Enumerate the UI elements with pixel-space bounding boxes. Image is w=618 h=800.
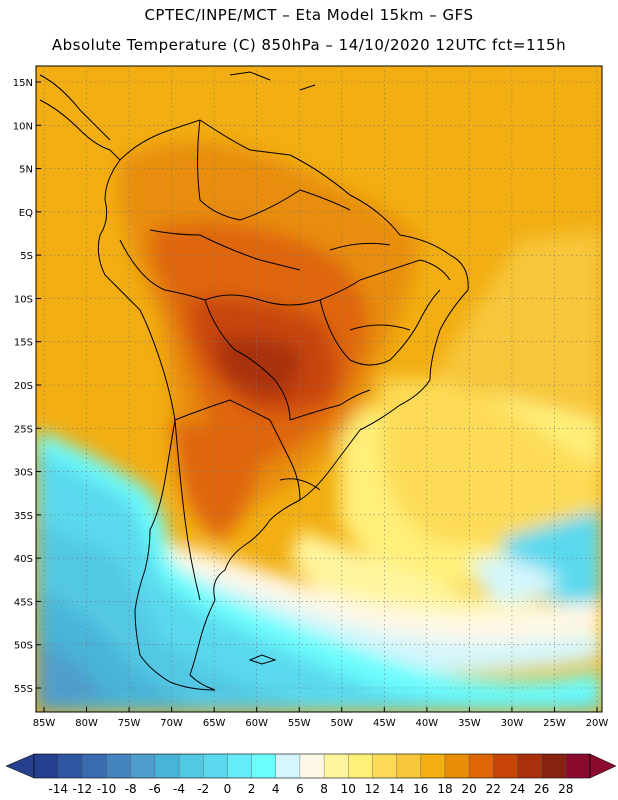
lon-label: 80W bbox=[75, 718, 98, 729]
colorbar-tick-label: 18 bbox=[437, 782, 452, 796]
colorbar-tick-label: 6 bbox=[296, 782, 304, 796]
colorbar-swatch bbox=[324, 754, 349, 778]
colorbar-swatch bbox=[34, 754, 59, 778]
lat-label: 5N bbox=[19, 165, 33, 176]
colorbar-swatch bbox=[420, 754, 446, 778]
lat-label: EQ bbox=[19, 208, 33, 219]
colorbar-tick-label: -12 bbox=[73, 782, 93, 796]
lat-label: 10S bbox=[14, 294, 33, 305]
lat-label: 45S bbox=[14, 597, 33, 608]
colorbar-swatch bbox=[396, 754, 422, 778]
lon-label: 25W bbox=[543, 718, 566, 729]
colorbar-swatch bbox=[251, 754, 277, 778]
colorbar-tick-label: -4 bbox=[173, 782, 185, 796]
lon-label: 40W bbox=[416, 718, 439, 729]
colorbar-swatch bbox=[493, 754, 518, 778]
lon-label: 50W bbox=[330, 718, 353, 729]
colorbar-tick-label: 14 bbox=[389, 782, 404, 796]
colorbar-tick-label: 28 bbox=[558, 782, 573, 796]
colorbar-tick-label: 22 bbox=[486, 782, 501, 796]
lon-label: 55W bbox=[288, 718, 311, 729]
colorbar-swatch bbox=[82, 754, 108, 778]
lon-label: 70W bbox=[160, 718, 183, 729]
longitude-labels: 85W 80W 75W 70W 65W 60W 55W 50W 45W 40W 35W 30W 25W 2… bbox=[33, 707, 609, 729]
lon-label: 65W bbox=[203, 718, 226, 729]
colorbar-swatch bbox=[565, 754, 591, 778]
colorbar-swatch bbox=[517, 754, 543, 778]
lon-label: 20W bbox=[586, 718, 609, 729]
colorbar-swatch bbox=[469, 754, 494, 778]
colorbar-swatch bbox=[372, 754, 398, 778]
lat-label: 50S bbox=[14, 641, 33, 652]
colorbar-tick-label: 20 bbox=[461, 782, 476, 796]
temperature-field bbox=[36, 66, 602, 712]
lat-label: 20S bbox=[14, 381, 33, 392]
colorbar-swatch bbox=[130, 754, 156, 778]
map-title-line-1: CPTEC/INPE/MCT – Eta Model 15km – GFS bbox=[144, 6, 474, 24]
lat-label: 10N bbox=[13, 121, 33, 132]
lon-label: 75W bbox=[118, 718, 141, 729]
colorbar-tick-label: 0 bbox=[224, 782, 232, 796]
colorbar-swatch bbox=[58, 754, 83, 778]
colorbar-tick-label: -6 bbox=[149, 782, 161, 796]
colorbar-tick-label: 4 bbox=[272, 782, 280, 796]
colorbar-under-arrow bbox=[5, 753, 35, 779]
colorbar-swatch bbox=[203, 754, 228, 778]
colorbar-swatch bbox=[444, 754, 470, 778]
coastlines-and-borders bbox=[39, 71, 469, 691]
lat-label: 15N bbox=[13, 78, 33, 89]
colorbar-tick-label: 2 bbox=[248, 782, 256, 796]
lon-label: 30W bbox=[501, 718, 524, 729]
lon-label: 85W bbox=[33, 718, 56, 729]
lat-label: 5S bbox=[20, 251, 33, 262]
colorbar-tick-label: -10 bbox=[97, 782, 117, 796]
colorbar-tick-label: 16 bbox=[413, 782, 428, 796]
lat-label: 15S bbox=[14, 338, 33, 349]
lat-label: 55S bbox=[14, 684, 33, 695]
lon-label: 45W bbox=[373, 718, 396, 729]
lat-label: 25S bbox=[14, 424, 33, 435]
colorbar-labels: -14 -12 -10 -8 -6 -4 -2 0 2 4 6 8 10 12 14 16 18 20 22 24 26… bbox=[48, 782, 573, 796]
latitude-labels: 15N 10N 5N EQ 5S 10S 15S 20S 25S 30S 35S 40S 45S 50S 5… bbox=[13, 78, 41, 695]
lat-label: 30S bbox=[14, 468, 33, 479]
map-frame bbox=[35, 65, 603, 713]
colorbar-tick-label: 26 bbox=[534, 782, 549, 796]
colorbar-swatch bbox=[154, 754, 180, 778]
temperature-colorbar bbox=[5, 753, 617, 779]
map-title-line-2: Absolute Temperature (C) 850hPa – 14/10/… bbox=[51, 36, 567, 54]
colorbar-swatch bbox=[179, 754, 204, 778]
lon-label: 60W bbox=[245, 718, 268, 729]
colorbar-swatch bbox=[541, 754, 567, 778]
colorbar-tick-label: -2 bbox=[197, 782, 209, 796]
colorbar-tick-label: 10 bbox=[341, 782, 356, 796]
lat-label: 40S bbox=[14, 554, 33, 565]
colorbar-tick-label: 24 bbox=[510, 782, 525, 796]
colorbar-swatch bbox=[275, 754, 301, 778]
colorbar-tick-label: -14 bbox=[48, 782, 68, 796]
colorbar-swatch bbox=[299, 754, 325, 778]
colorbar-tick-label: -8 bbox=[125, 782, 137, 796]
colorbar-swatch bbox=[106, 754, 132, 778]
colorbar-swatch bbox=[227, 754, 253, 778]
colorbar-tick-label: 12 bbox=[365, 782, 380, 796]
colorbar-over-arrow bbox=[589, 753, 617, 779]
colorbar-tick-label: 8 bbox=[320, 782, 328, 796]
lon-label: 35W bbox=[458, 718, 481, 729]
lat-label: 35S bbox=[14, 511, 33, 522]
colorbar-swatch bbox=[348, 754, 373, 778]
